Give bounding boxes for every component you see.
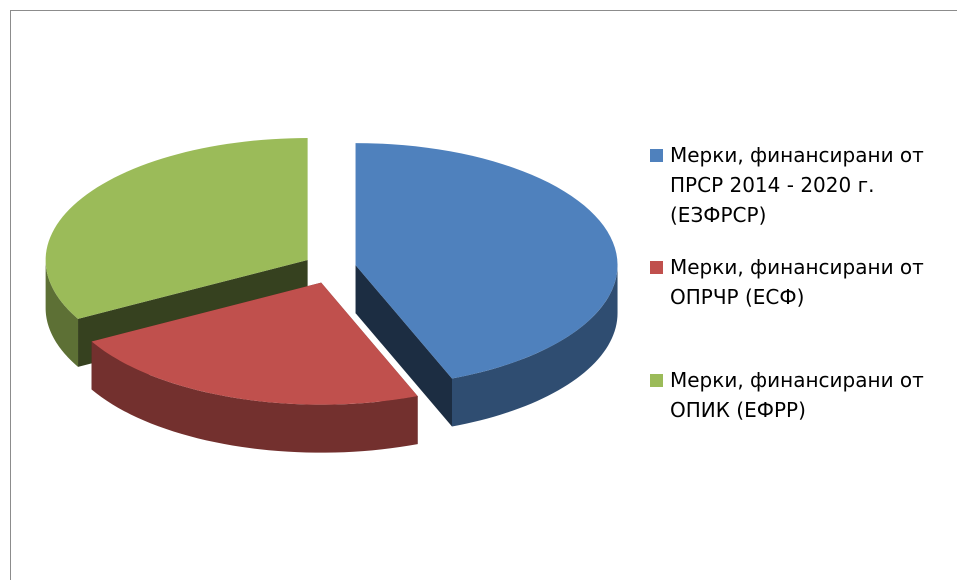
- legend-label: Мерки, финансирани от ПРСР 2014 - 2020 г…: [670, 143, 924, 227]
- legend-label: Мерки, финансирани от ОПРЧР (ЕСФ): [670, 255, 924, 309]
- legend-swatch: [650, 261, 663, 274]
- pie-slice: [45, 138, 308, 319]
- legend-label: Мерки, финансирани от ОПИК (ЕФРР): [670, 368, 924, 422]
- pie-slice-wall: [91, 341, 418, 453]
- legend-item: Мерки, финансирани от ПРСР 2014 - 2020 г…: [650, 140, 950, 230]
- pie-slice: [355, 143, 618, 379]
- pie-slice: [91, 282, 418, 405]
- pie-slice-wall: [45, 260, 79, 367]
- legend-item: Мерки, финансирани от ОПРЧР (ЕСФ): [650, 252, 950, 312]
- legend-item: Мерки, финансирани от ОПИК (ЕФРР): [650, 365, 950, 425]
- pie-slice-side: [355, 265, 452, 427]
- pie-slice-wall: [451, 265, 618, 427]
- legend-swatch: [650, 374, 663, 387]
- chart-frame: [10, 10, 957, 580]
- legend-swatch: [650, 149, 663, 162]
